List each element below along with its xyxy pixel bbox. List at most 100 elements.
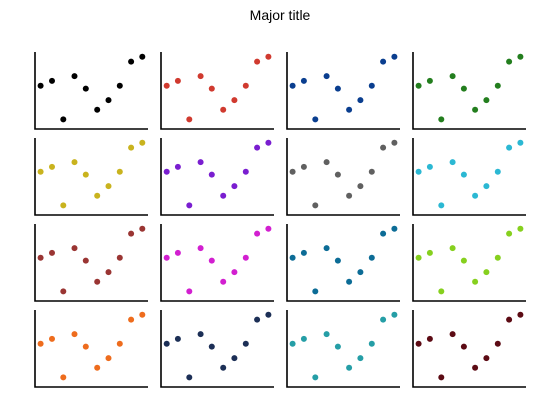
- subplot-13: [34, 310, 148, 388]
- data-point: [472, 278, 479, 285]
- data-point: [415, 340, 422, 347]
- data-point: [254, 230, 261, 237]
- data-point: [174, 335, 181, 342]
- data-point: [449, 73, 456, 80]
- data-point: [517, 311, 524, 318]
- data-point: [334, 257, 341, 264]
- figure-title: Major title: [250, 7, 311, 23]
- data-point: [438, 116, 445, 123]
- data-point: [449, 245, 456, 252]
- data-point: [71, 159, 78, 166]
- data-point: [517, 139, 524, 146]
- data-point: [460, 257, 467, 264]
- data-point: [346, 192, 353, 199]
- axis-lines: [286, 52, 400, 130]
- data-point: [426, 163, 433, 170]
- axis-lines: [34, 224, 148, 302]
- data-point: [426, 77, 433, 84]
- data-point: [357, 355, 364, 362]
- subplot-11: [286, 224, 400, 302]
- data-point: [208, 171, 215, 178]
- data-point: [220, 278, 227, 285]
- data-point: [323, 73, 330, 80]
- data-point: [60, 116, 67, 123]
- data-point: [289, 340, 296, 347]
- data-point: [494, 168, 501, 175]
- data-point: [460, 343, 467, 350]
- data-point: [265, 139, 272, 146]
- data-point: [242, 254, 249, 261]
- subplot-grid: [34, 52, 526, 388]
- data-point: [357, 269, 364, 276]
- data-point: [506, 230, 513, 237]
- data-point: [49, 77, 55, 84]
- data-point: [415, 254, 422, 261]
- data-point: [186, 116, 193, 123]
- data-point: [449, 159, 456, 166]
- data-point: [37, 82, 44, 89]
- data-point: [334, 85, 341, 92]
- data-point: [438, 202, 445, 209]
- axis-lines: [412, 224, 526, 302]
- data-point: [163, 168, 170, 175]
- data-point: [105, 97, 112, 104]
- axis-lines: [160, 224, 274, 302]
- axis-lines: [34, 138, 148, 216]
- data-point: [380, 230, 387, 237]
- data-point: [220, 106, 227, 113]
- data-point: [82, 85, 89, 92]
- data-point: [163, 82, 170, 89]
- data-point: [346, 106, 353, 113]
- axis-lines: [160, 52, 274, 130]
- data-point: [186, 202, 193, 209]
- data-point: [242, 340, 249, 347]
- data-point: [300, 163, 307, 170]
- data-point: [82, 171, 89, 178]
- data-point: [438, 374, 445, 381]
- data-point: [186, 374, 193, 381]
- data-point: [197, 245, 204, 252]
- data-point: [289, 254, 296, 261]
- axis-lines: [286, 224, 400, 302]
- data-point: [208, 257, 215, 264]
- data-point: [94, 106, 101, 113]
- subplot-2: [160, 52, 274, 130]
- data-point: [494, 254, 501, 261]
- data-point: [506, 58, 513, 65]
- subplot-1: [34, 52, 148, 130]
- data-point: [506, 316, 513, 323]
- data-point: [60, 288, 67, 295]
- data-point: [391, 225, 398, 232]
- data-point: [368, 254, 375, 261]
- data-point: [357, 97, 364, 104]
- data-point: [197, 331, 204, 338]
- data-point: [449, 331, 456, 338]
- data-point: [380, 144, 387, 151]
- data-point: [334, 343, 341, 350]
- data-point: [391, 53, 398, 60]
- data-point: [494, 82, 501, 89]
- axis-lines: [412, 52, 526, 130]
- subplot-5: [34, 138, 148, 216]
- subplot-9: [34, 224, 148, 302]
- data-point: [323, 245, 330, 252]
- data-point: [231, 269, 238, 276]
- data-point: [37, 168, 44, 175]
- subplot-7: [286, 138, 400, 216]
- data-point: [128, 58, 135, 65]
- data-point: [231, 355, 238, 362]
- data-point: [128, 316, 135, 323]
- data-point: [312, 288, 319, 295]
- data-point: [60, 202, 67, 209]
- data-point: [254, 316, 261, 323]
- data-point: [139, 225, 146, 232]
- data-point: [517, 225, 524, 232]
- data-point: [368, 340, 375, 347]
- subplot-3: [286, 52, 400, 130]
- data-point: [300, 249, 307, 256]
- data-point: [483, 269, 490, 276]
- axis-lines: [412, 138, 526, 216]
- axis-lines: [160, 310, 274, 388]
- data-point: [71, 331, 78, 338]
